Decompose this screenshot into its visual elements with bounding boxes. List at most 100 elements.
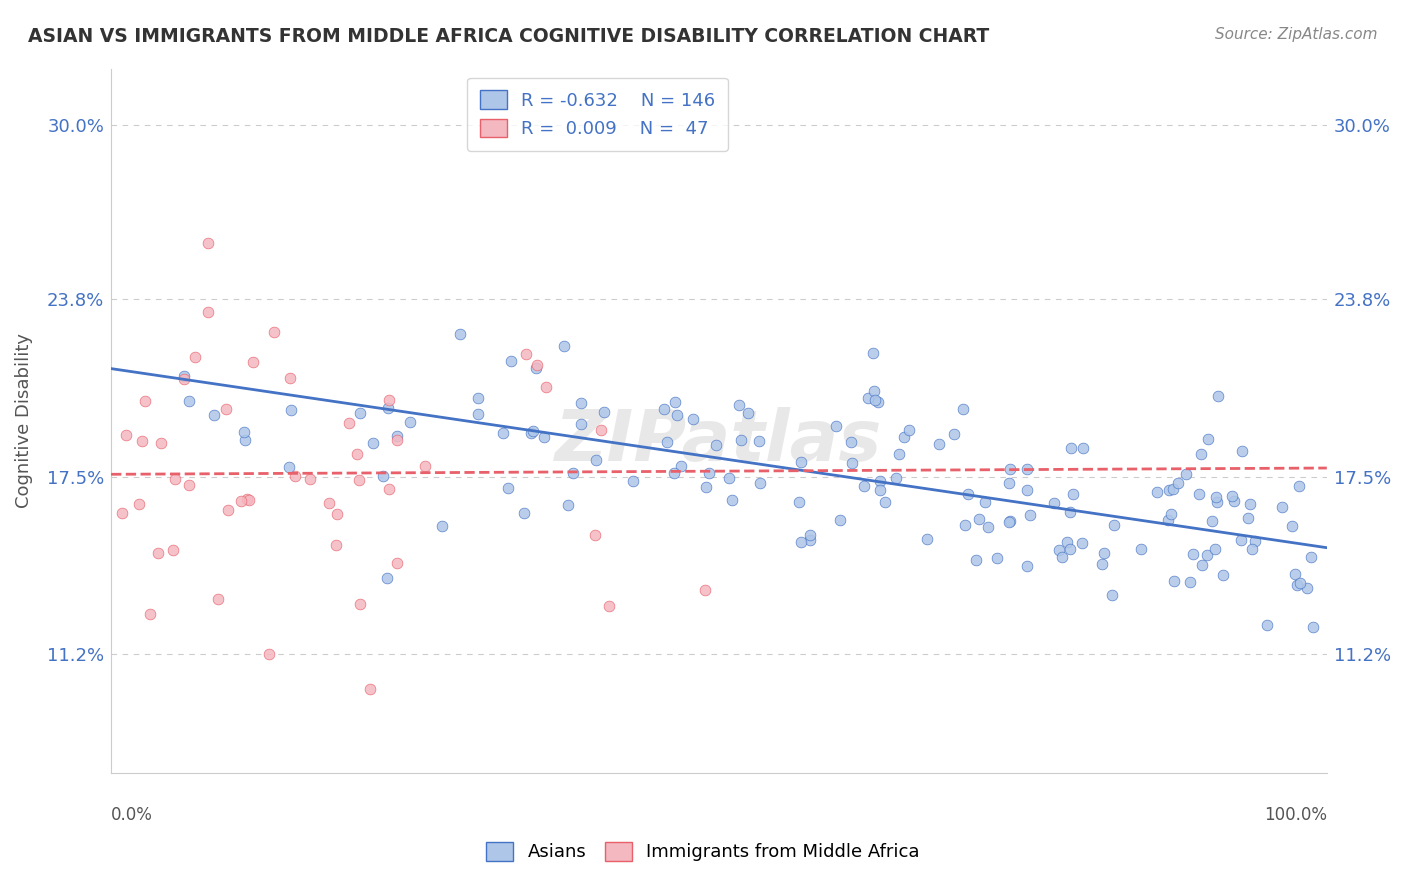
Point [385, 429, 408, 443]
Point [534, 380, 557, 394]
Point [359, 681, 381, 696]
Point [976, 520, 998, 534]
Point [413, 459, 436, 474]
Point [967, 512, 990, 526]
Point [665, 408, 688, 422]
Point [662, 466, 685, 480]
Point [217, 503, 239, 517]
Point [583, 528, 606, 542]
Legend: R = -0.632    N = 146, R =  0.009    N =  47: R = -0.632 N = 146, R = 0.009 N = 47 [467, 78, 728, 151]
Point [238, 493, 260, 508]
Point [377, 401, 399, 415]
Point [492, 425, 515, 440]
Point [134, 394, 156, 409]
Point [875, 495, 897, 509]
Point [349, 473, 371, 487]
Point [207, 591, 229, 606]
Point [235, 433, 257, 447]
Point [522, 424, 544, 438]
Point [1296, 581, 1319, 595]
Point [1047, 543, 1070, 558]
Point [179, 394, 201, 409]
Point [957, 487, 980, 501]
Point [1281, 519, 1303, 533]
Point [1056, 535, 1078, 549]
Point [280, 403, 302, 417]
Point [499, 354, 522, 368]
Point [1288, 479, 1310, 493]
Point [385, 433, 408, 447]
Point [177, 478, 200, 492]
Point [467, 407, 489, 421]
Point [1230, 533, 1253, 547]
Point [749, 476, 772, 491]
Point [869, 475, 891, 489]
Point [866, 394, 889, 409]
Text: 100.0%: 100.0% [1264, 806, 1327, 824]
Point [1059, 505, 1081, 519]
Point [173, 372, 195, 386]
Point [163, 472, 186, 486]
Point [232, 425, 254, 440]
Point [799, 533, 821, 547]
Point [513, 506, 536, 520]
Point [1015, 483, 1038, 497]
Point [349, 406, 371, 420]
Point [337, 416, 360, 430]
Point [1175, 467, 1198, 482]
Point [377, 482, 399, 496]
Point [1062, 487, 1084, 501]
Point [598, 599, 620, 613]
Point [257, 647, 280, 661]
Point [1157, 483, 1180, 497]
Point [371, 469, 394, 483]
Point [1299, 550, 1322, 565]
Point [887, 447, 910, 461]
Point [202, 409, 225, 423]
Point [697, 467, 720, 481]
Point [515, 347, 537, 361]
Point [1284, 567, 1306, 582]
Point [318, 496, 340, 510]
Point [790, 534, 813, 549]
Point [1208, 389, 1230, 403]
Point [585, 453, 607, 467]
Point [1163, 574, 1185, 589]
Point [148, 546, 170, 560]
Legend: Asians, Immigrants from Middle Africa: Asians, Immigrants from Middle Africa [474, 830, 932, 874]
Point [236, 492, 259, 507]
Point [657, 434, 679, 449]
Point [325, 538, 347, 552]
Point [1285, 578, 1308, 592]
Point [869, 483, 891, 497]
Point [986, 550, 1008, 565]
Point [242, 355, 264, 369]
Point [557, 498, 579, 512]
Point [139, 607, 162, 622]
Point [1000, 514, 1022, 528]
Point [1191, 558, 1213, 572]
Point [1237, 510, 1260, 524]
Point [553, 339, 575, 353]
Point [1189, 447, 1212, 461]
Point [1059, 542, 1081, 557]
Point [1289, 576, 1312, 591]
Point [1205, 495, 1227, 509]
Point [385, 556, 408, 570]
Point [1188, 487, 1211, 501]
Point [1130, 542, 1153, 557]
Point [1092, 546, 1115, 560]
Point [1071, 536, 1094, 550]
Point [886, 471, 908, 485]
Point [592, 405, 614, 419]
Point [1157, 513, 1180, 527]
Point [1239, 497, 1261, 511]
Point [263, 326, 285, 340]
Point [278, 371, 301, 385]
Point [787, 495, 810, 509]
Point [893, 430, 915, 444]
Point [704, 438, 727, 452]
Point [799, 528, 821, 542]
Point [524, 360, 547, 375]
Point [841, 456, 863, 470]
